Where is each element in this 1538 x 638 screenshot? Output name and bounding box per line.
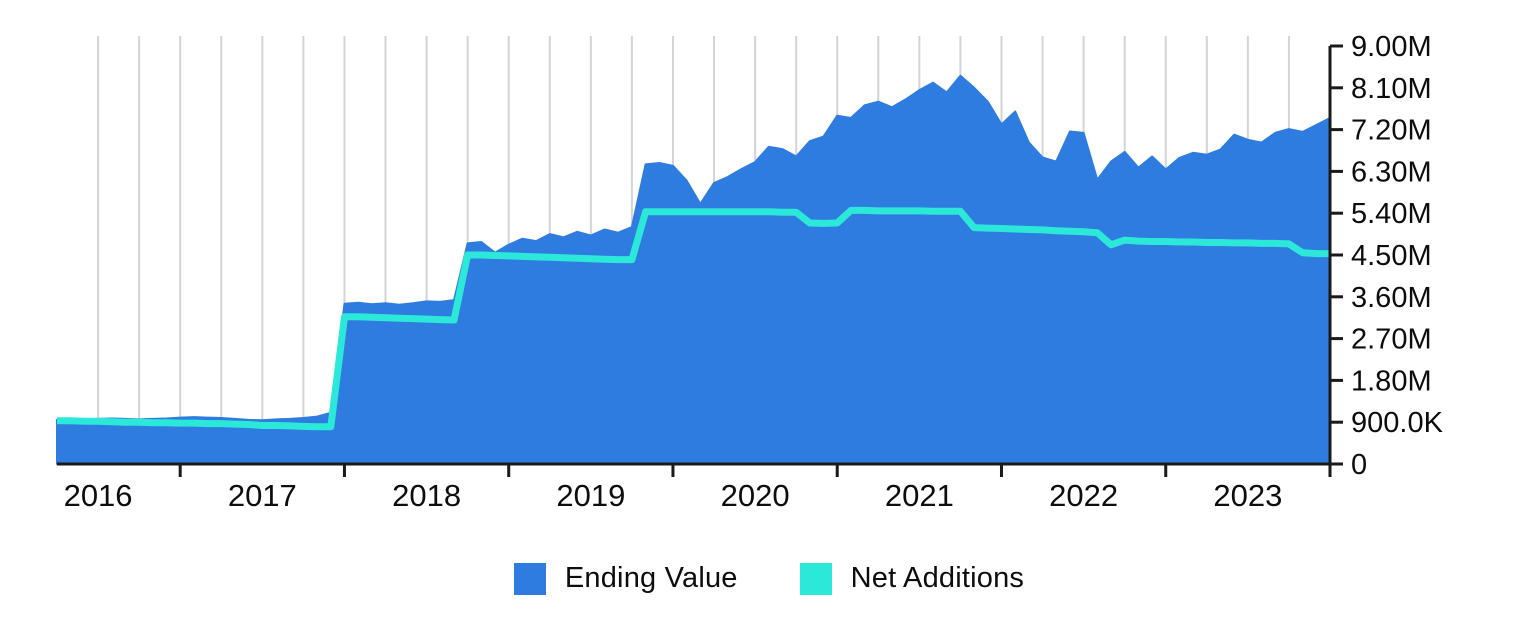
y-tick-label: 0 — [1351, 449, 1367, 481]
x-tick-label-year: 2020 — [721, 478, 790, 513]
legend-label-net-additions: Net Additions — [850, 562, 1025, 594]
ending-value-area-series — [56, 74, 1331, 465]
y-tick-label: 4.50M — [1351, 240, 1432, 272]
y-tick-label: 1.80M — [1351, 365, 1432, 397]
y-tick-label: 5.40M — [1351, 198, 1432, 230]
y-tick-label: 2.70M — [1351, 324, 1432, 356]
growth-of-investment-chart: 9.00M 8.10M 7.20M 6.30M 5.40M 4.50M 3.60M 2.70M… — [56, 31, 1444, 513]
legend-label-ending-value: Ending Value — [564, 562, 738, 594]
x-axis-ticks: 2016 2017 2018 2019 2020 2021 2022 2023 — [64, 464, 1332, 513]
y-tick-label: 7.20M — [1351, 115, 1432, 147]
chart-legend: Ending Value Net Additions — [0, 562, 1538, 595]
y-tick-label: 6.30M — [1351, 156, 1432, 188]
x-tick-label-year: 2016 — [64, 478, 133, 513]
x-tick-label-year: 2019 — [556, 478, 625, 513]
x-tick-label-year: 2023 — [1213, 478, 1282, 513]
y-axis-ticks: 9.00M 8.10M 7.20M 6.30M 5.40M 4.50M 3.60M 2.70M… — [1330, 31, 1444, 481]
y-tick-label: 3.60M — [1351, 282, 1432, 314]
net-additions-swatch-icon — [799, 562, 832, 595]
y-tick-label: 9.00M — [1351, 31, 1432, 63]
x-tick-label-year: 2018 — [392, 478, 461, 513]
legend-item-net-additions[interactable]: Net Additions — [799, 562, 1025, 595]
y-tick-label: 8.10M — [1351, 73, 1432, 105]
ending-value-swatch-icon — [513, 562, 546, 595]
x-tick-label-year: 2021 — [885, 478, 954, 513]
net-additions-line-series — [57, 206, 1330, 431]
x-tick-label-year: 2022 — [1049, 478, 1118, 513]
y-tick-label: 900.0K — [1351, 407, 1444, 439]
x-tick-label-year: 2017 — [228, 478, 297, 513]
legend-item-ending-value[interactable]: Ending Value — [513, 562, 738, 595]
